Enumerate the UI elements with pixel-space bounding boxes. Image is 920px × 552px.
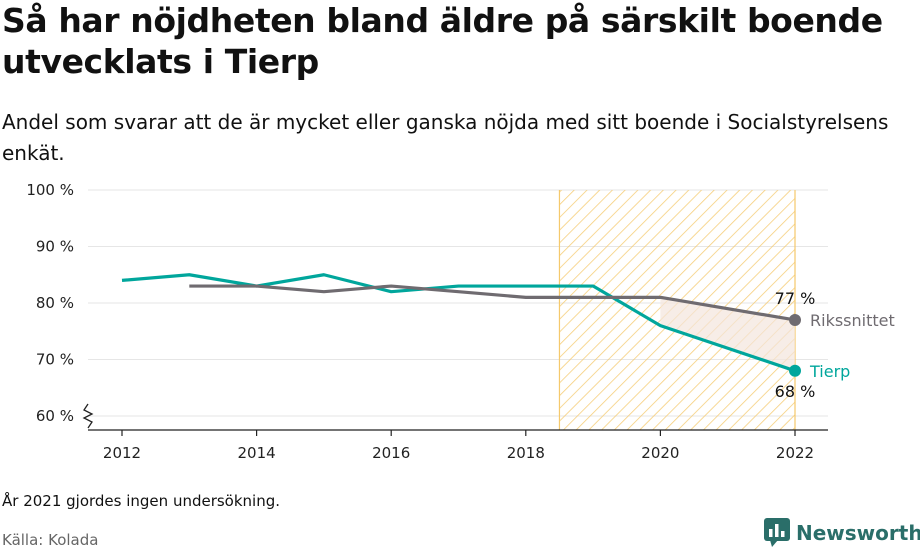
footnote: År 2021 gjordes ingen undersökning. bbox=[2, 492, 281, 510]
series-name-label: Rikssnittet bbox=[810, 311, 895, 330]
x-tick-label: 2014 bbox=[238, 444, 276, 462]
series-name-label: Tierp bbox=[809, 362, 850, 381]
end-value-label: 68 % bbox=[775, 382, 816, 401]
y-tick-label: 80 % bbox=[36, 294, 74, 312]
line-chart: 60 % 70 % 80 % 90 % 100 % 2012 2014 2016 2018 202… bbox=[26, 181, 895, 462]
y-tick-label: 60 % bbox=[36, 407, 74, 425]
source-text: Källa: Kolada bbox=[2, 531, 99, 549]
x-tick-label: 2022 bbox=[776, 444, 814, 462]
brand-name: Newsworthy bbox=[796, 521, 920, 545]
y-tick-label: 90 % bbox=[36, 238, 74, 256]
y-tick-label: 70 % bbox=[36, 351, 74, 369]
chart-subtitle: Andel som svarar att de är mycket eller … bbox=[2, 110, 889, 165]
newsworthy-logo: Newsworthy bbox=[764, 518, 920, 548]
x-tick-label: 2018 bbox=[507, 444, 545, 462]
chart-title: Så har nöjdheten bland äldre på särskilt… bbox=[2, 1, 883, 81]
series-line-rikssnittet bbox=[189, 284, 796, 322]
end-point-rikssnittet bbox=[789, 313, 801, 326]
end-value-label: 77 % bbox=[775, 289, 816, 308]
y-tick-label: 100 % bbox=[26, 181, 74, 199]
x-tick-label: 2016 bbox=[372, 444, 410, 462]
end-point-tierp bbox=[789, 364, 801, 377]
axis-break-icon bbox=[82, 403, 94, 429]
x-tick-label: 2012 bbox=[103, 444, 141, 462]
chat-bars-icon bbox=[764, 518, 790, 547]
x-tick-label: 2020 bbox=[641, 444, 679, 462]
